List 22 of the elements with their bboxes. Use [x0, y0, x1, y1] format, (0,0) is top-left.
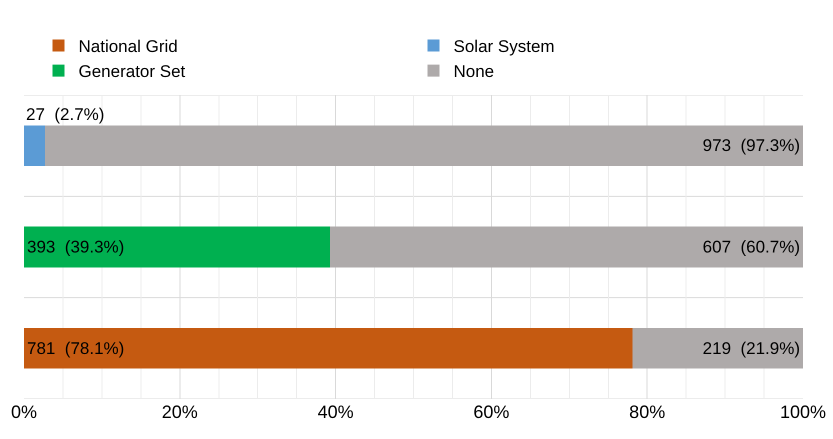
x-tick-label: 60%: [473, 402, 510, 422]
x-tick-label: 80%: [629, 402, 666, 422]
legend-label: Generator Set: [78, 62, 186, 82]
x-tick-label: 0%: [10, 402, 38, 422]
bar: [24, 226, 330, 268]
x-tick-label: 20%: [162, 402, 198, 422]
x-tick-label: 40%: [318, 402, 354, 422]
bar: [632, 328, 803, 369]
data-label: 393 (39.3%): [27, 238, 124, 256]
bar: [24, 328, 632, 369]
x-tick-label: 100%: [780, 402, 826, 422]
data-label: 973 (97.3%): [702, 136, 800, 156]
bar: [45, 125, 803, 166]
legend-label: None: [454, 62, 494, 82]
bar: [330, 226, 803, 268]
data-label: 219 (21.9%): [702, 338, 800, 358]
data-label: 607 (60.7%): [702, 238, 800, 256]
bar: [24, 125, 46, 166]
data-label: 781 (78.1%): [27, 338, 124, 358]
legend-label: Solar System: [454, 37, 555, 56]
data-label: 27 (2.7%): [26, 105, 104, 124]
legend-label: National Grid: [78, 37, 178, 56]
